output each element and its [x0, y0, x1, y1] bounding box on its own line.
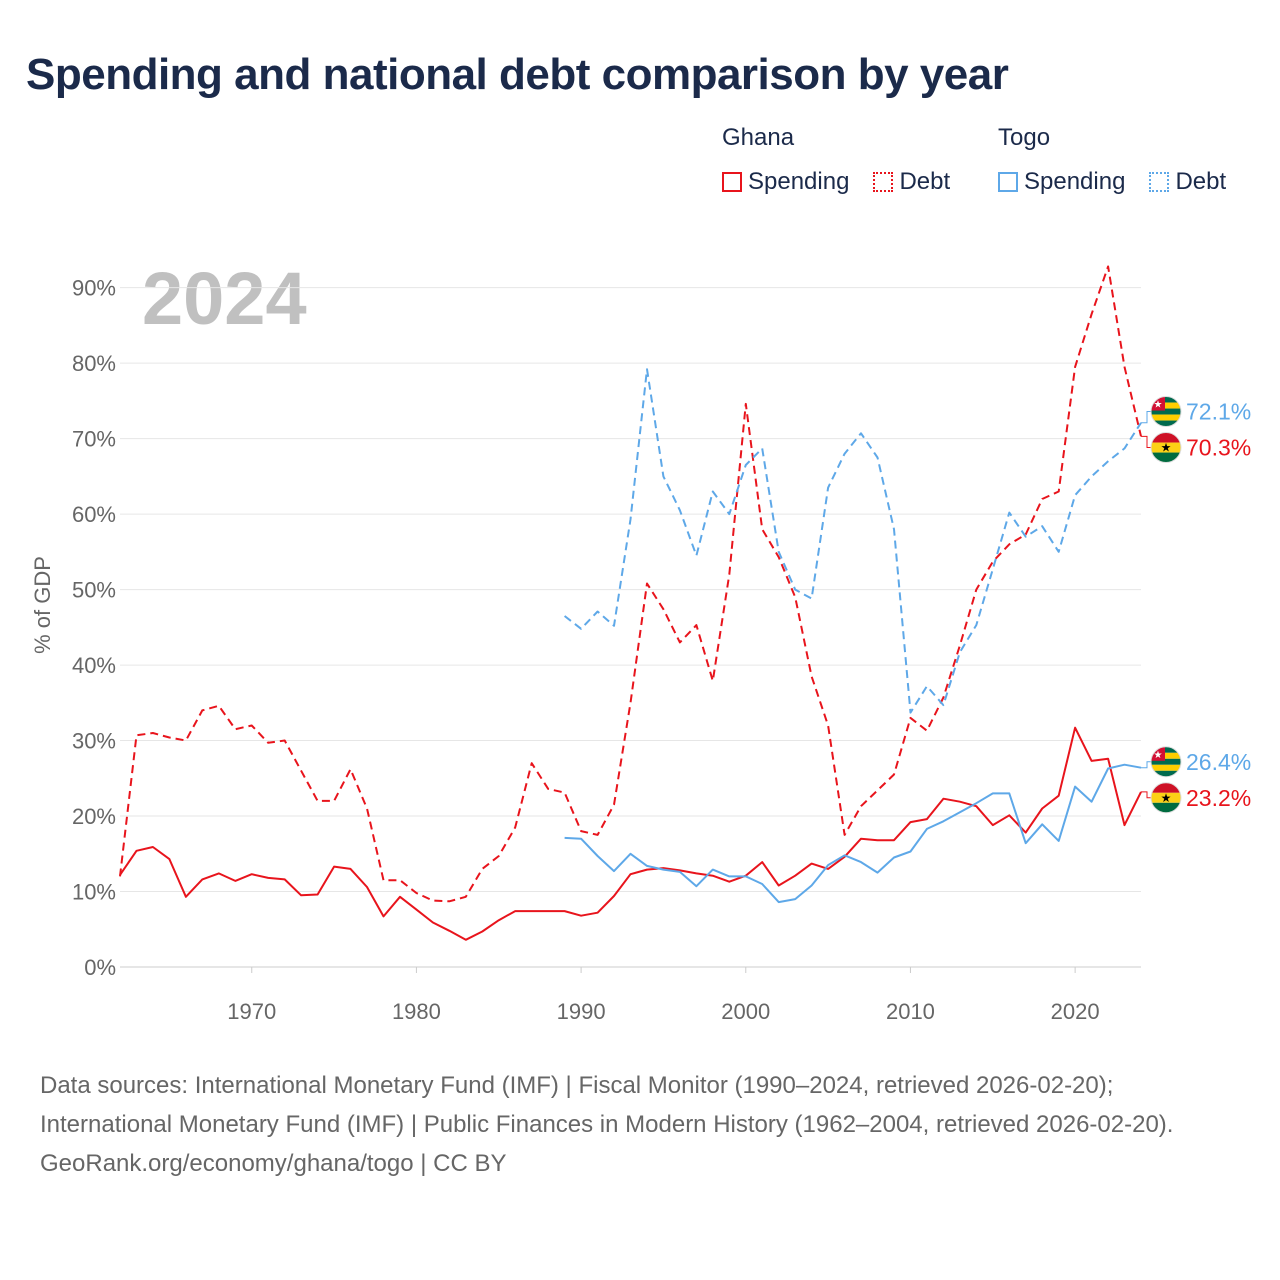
end-value-label: 23.2% — [1186, 785, 1251, 811]
end-label-connector — [1141, 761, 1151, 769]
flag-body: ★ — [1151, 782, 1181, 813]
end-label-connector — [1141, 791, 1151, 799]
flag-border — [1150, 746, 1182, 778]
flag-stripe — [1151, 782, 1181, 793]
legend-item-label: Spending — [748, 168, 850, 195]
legend-item-label: Debt — [899, 168, 951, 195]
ghana-flag-icon: ★ — [1150, 432, 1182, 464]
y-tick-label: 30% — [72, 729, 116, 754]
solid-line-swatch-icon — [998, 172, 1018, 192]
y-tick-label: 70% — [72, 427, 116, 452]
legend-item-label: Debt — [1175, 168, 1227, 195]
legend-group-label: Togo — [998, 124, 1051, 151]
legend-item-togo-debt[interactable]: Debt — [1149, 168, 1226, 196]
y-tick-label: 80% — [72, 351, 116, 376]
x-tick-label: 1990 — [557, 999, 606, 1024]
flag-stripe — [1151, 758, 1181, 765]
year-watermark: 2024 — [142, 257, 307, 340]
star-icon: ★ — [1161, 791, 1172, 805]
end-value-label: 26.4% — [1186, 749, 1251, 775]
x-tick-label: 2010 — [886, 999, 935, 1024]
flag-stripe — [1151, 408, 1181, 415]
ghana-flag-icon: ★ — [1150, 782, 1182, 814]
end-label-connector — [1141, 411, 1151, 424]
legend-item-ghana-debt[interactable]: Debt — [873, 168, 950, 196]
flag-border — [1150, 782, 1182, 814]
legend-item-togo-spending[interactable]: Spending — [998, 168, 1125, 196]
flag-stripe — [1151, 420, 1181, 427]
credit-link[interactable]: GeoRank.org/economy/ghana/togo | CC BY — [40, 1150, 507, 1177]
y-tick-label: 10% — [72, 880, 116, 905]
flag-stripe — [1151, 764, 1181, 771]
star-icon: ★ — [1154, 750, 1163, 761]
y-tick-label: 60% — [72, 502, 116, 527]
flag-stripe — [1151, 442, 1181, 453]
x-tick-label: 2020 — [1051, 999, 1100, 1024]
flag-border — [1150, 396, 1182, 428]
legend-group-ghana: Ghana Spending Debt — [722, 124, 968, 196]
line-chart: 2024 0% 10% 20% 30% 40% 50% 60% 70% 80% 90% 1970 1… — [30, 257, 1251, 1024]
dotted-line-swatch-icon — [1149, 172, 1170, 192]
flag-border — [1150, 432, 1182, 464]
y-axis-label: % of GDP — [30, 556, 55, 654]
y-tick-label: 90% — [72, 276, 116, 301]
star-icon: ★ — [1161, 441, 1172, 455]
togo-flag-icon: ★ — [1150, 396, 1182, 428]
end-value-label: 70.3% — [1186, 435, 1251, 461]
solid-line-swatch-icon — [722, 172, 742, 192]
y-tick-label: 20% — [72, 804, 116, 829]
y-tick-label: 40% — [72, 653, 116, 678]
legend-item-ghana-spending[interactable]: Spending — [722, 168, 849, 196]
x-tick-label: 2000 — [721, 999, 770, 1024]
flag-stripe — [1151, 432, 1181, 443]
flag-stripe — [1151, 802, 1181, 813]
star-icon: ★ — [1154, 400, 1163, 411]
flag-stripe — [1151, 752, 1181, 759]
flag-stripe — [1151, 746, 1181, 753]
dotted-line-swatch-icon — [873, 172, 894, 192]
togo-flag-icon: ★ — [1150, 746, 1182, 778]
data-sources: Data sources: International Monetary Fun… — [40, 1072, 1174, 1138]
end-value-label: 72.1% — [1186, 399, 1251, 425]
series-line-ghana-spending — [119, 726, 1142, 941]
y-tick-label: 50% — [72, 578, 116, 603]
footer: Data sources: International Monetary Fun… — [40, 1066, 1240, 1183]
x-tick-label: 1980 — [392, 999, 441, 1024]
series-line-togo-spending — [564, 763, 1142, 904]
series-line-togo-debt — [563, 368, 1142, 714]
flag-body: ★ — [1151, 432, 1181, 463]
legend-group-label: Ghana — [722, 124, 795, 151]
y-tick-label: 0% — [84, 955, 116, 980]
end-label-connector — [1141, 435, 1151, 449]
chart-title: Spending and national debt comparison by… — [26, 50, 1009, 99]
legend-group-togo: Togo Spending Debt — [998, 124, 1244, 196]
flag-stripe — [1151, 402, 1181, 409]
flag-stripe — [1151, 396, 1181, 403]
series-line-ghana-debt — [119, 265, 1142, 903]
flag-stripe — [1151, 770, 1181, 777]
flag-stripe — [1151, 414, 1181, 421]
flag-stripe — [1151, 792, 1181, 803]
x-tick-label: 1970 — [227, 999, 276, 1024]
legend-item-label: Spending — [1024, 168, 1126, 195]
flag-stripe — [1151, 452, 1181, 463]
